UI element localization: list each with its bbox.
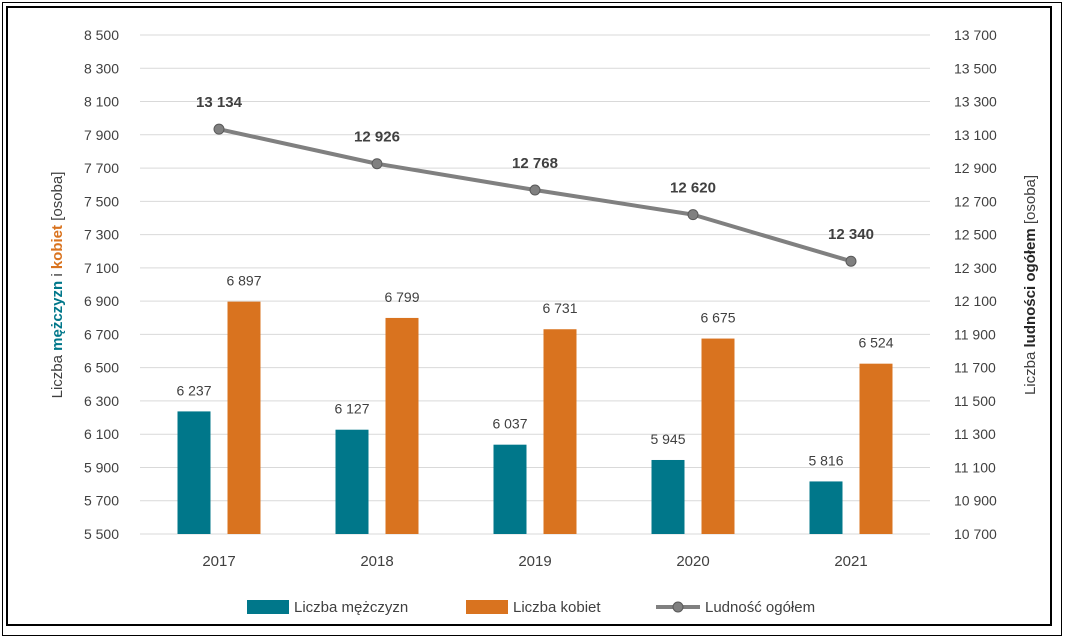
right-axis-title-total: ludności ogółem — [1022, 228, 1039, 347]
bar-label-men: 5 945 — [650, 431, 685, 447]
bar-men — [335, 429, 369, 534]
right-tick-label: 11 700 — [954, 360, 996, 376]
left-tick-label: 8 300 — [84, 60, 119, 76]
total-line-point — [371, 158, 383, 170]
bar-women — [859, 363, 893, 534]
line-label-total: 12 768 — [512, 155, 558, 172]
right-tick-label: 12 500 — [954, 227, 997, 243]
bar-men — [177, 411, 211, 534]
right-axis-title-unit: [osoba] — [1022, 175, 1039, 228]
bars — [177, 301, 893, 534]
x-tick-label: 2017 — [202, 553, 235, 570]
right-tick-label: 11 300 — [954, 426, 996, 442]
bar-label-men: 6 037 — [492, 416, 527, 432]
chart-frame — [6, 6, 1052, 626]
right-tick-label: 13 500 — [954, 60, 997, 76]
legend-label-men: Liczba mężczyzn — [294, 599, 408, 616]
left-axis-title-women: kobiet — [49, 225, 66, 269]
x-tick-label: 2019 — [518, 553, 551, 570]
total-line — [213, 123, 857, 267]
bar-label-men: 6 127 — [334, 401, 369, 417]
right-tick-label: 12 900 — [954, 160, 997, 176]
left-tick-label: 7 700 — [84, 160, 119, 176]
bar-women — [701, 338, 735, 534]
left-tick-label: 5 700 — [84, 493, 119, 509]
bar-women — [543, 329, 577, 534]
bar-label-men: 5 816 — [808, 452, 843, 468]
right-tick-label: 11 900 — [954, 326, 996, 342]
bar-labels: 6 237 6 127 6 037 5 945 5 816 6 897 6 799 6 731… — [176, 273, 893, 469]
left-tick-label: 8 100 — [84, 94, 119, 110]
left-axis-title-part: i — [49, 269, 66, 281]
bar-label-women: 6 524 — [858, 335, 893, 351]
x-tick-label: 2020 — [676, 553, 709, 570]
right-tick-label: 11 500 — [954, 393, 996, 409]
left-axis-title: Liczba mężczyzn i kobiet [osoba] — [49, 172, 66, 399]
right-tick-label: 11 100 — [954, 459, 996, 475]
legend-item-men: Liczba mężczyzn — [247, 599, 408, 616]
bar-label-women: 6 675 — [700, 310, 735, 326]
left-tick-label: 7 100 — [84, 260, 119, 276]
bar-label-men: 6 237 — [176, 382, 211, 398]
total-line-point — [687, 209, 699, 221]
right-tick-label: 10 900 — [954, 493, 997, 509]
left-axis-ticks: 5 500 5 700 5 900 6 100 6 300 6 500 6 700 6 900… — [84, 27, 119, 542]
bar-men — [651, 459, 685, 534]
right-axis-ticks: 10 700 10 900 11 100 11 300 11 500 11 700 11 9… — [954, 27, 997, 542]
bar-women — [227, 301, 261, 534]
right-tick-label: 10 700 — [954, 526, 997, 542]
right-axis-title: Liczba ludności ogółem [osoba] — [1022, 175, 1039, 395]
bar-label-women: 6 799 — [384, 289, 419, 305]
line-label-total: 12 620 — [670, 180, 716, 197]
bar-men — [493, 444, 527, 534]
right-tick-label: 12 100 — [954, 293, 997, 309]
left-tick-label: 5 500 — [84, 526, 119, 542]
left-tick-label: 6 700 — [84, 326, 119, 342]
right-axis-title-part: Liczba — [1022, 348, 1039, 396]
legend: Liczba mężczyzn Liczba kobiet Ludność og… — [247, 599, 815, 616]
legend-label-women: Liczba kobiet — [513, 599, 601, 616]
right-tick-label: 13 700 — [954, 27, 997, 43]
left-tick-label: 7 900 — [84, 127, 119, 143]
left-axis-title-part: Liczba — [49, 351, 66, 399]
line-label-total: 13 134 — [196, 94, 243, 111]
left-tick-label: 6 300 — [84, 393, 119, 409]
legend-item-total: Ludność ogółem — [656, 599, 815, 616]
legend-item-women: Liczba kobiet — [466, 599, 601, 616]
left-tick-label: 7 500 — [84, 193, 119, 209]
right-tick-label: 12 300 — [954, 260, 997, 276]
right-tick-label: 13 300 — [954, 94, 997, 110]
bar-women — [385, 317, 419, 534]
left-axis-title-unit: [osoba] — [49, 172, 66, 225]
x-tick-label: 2021 — [834, 553, 867, 570]
line-label-total: 12 340 — [828, 226, 874, 243]
total-line-point — [529, 184, 541, 196]
bar-label-women: 6 731 — [542, 300, 577, 316]
legend-swatch-women — [466, 600, 508, 614]
x-axis-ticks: 2017 2018 2019 2020 2021 — [202, 553, 867, 570]
left-tick-label: 6 500 — [84, 360, 119, 376]
bar-label-women: 6 897 — [226, 273, 261, 289]
right-tick-label: 13 100 — [954, 127, 997, 143]
line-labels: 13 134 12 926 12 768 12 620 12 340 — [196, 94, 874, 243]
left-tick-label: 5 900 — [84, 459, 119, 475]
total-line-point — [213, 123, 225, 135]
left-tick-label: 6 900 — [84, 293, 119, 309]
bar-men — [809, 481, 843, 534]
total-line-point — [845, 255, 857, 267]
legend-swatch-men — [247, 600, 289, 614]
left-tick-label: 7 300 — [84, 227, 119, 243]
left-tick-label: 8 500 — [84, 27, 119, 43]
line-label-total: 12 926 — [354, 129, 400, 146]
legend-label-total: Ludność ogółem — [705, 599, 815, 616]
left-axis-title-men: mężczyzn — [49, 281, 66, 351]
left-tick-label: 6 100 — [84, 426, 119, 442]
x-tick-label: 2018 — [360, 553, 393, 570]
gridlines — [140, 34, 930, 535]
legend-marker-total — [672, 601, 684, 613]
right-tick-label: 12 700 — [954, 193, 997, 209]
